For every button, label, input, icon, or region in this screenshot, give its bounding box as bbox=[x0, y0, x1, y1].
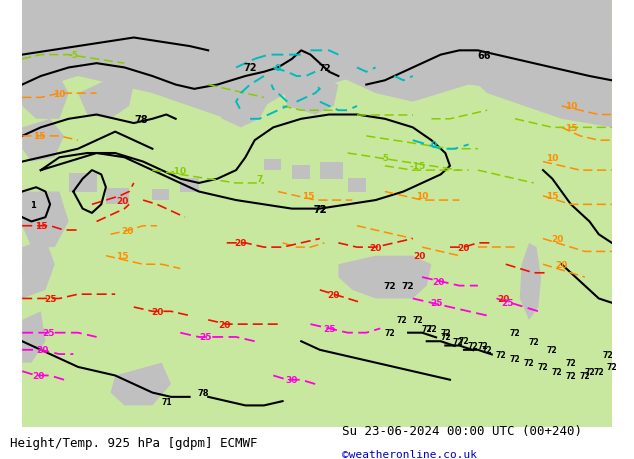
Text: 72: 72 bbox=[422, 324, 432, 333]
Text: 20: 20 bbox=[555, 260, 568, 269]
Text: 72: 72 bbox=[468, 341, 479, 350]
Text: 72: 72 bbox=[524, 358, 534, 367]
Text: 72: 72 bbox=[458, 336, 469, 346]
Text: 20: 20 bbox=[413, 252, 425, 261]
Text: 10: 10 bbox=[53, 90, 65, 98]
Text: 72: 72 bbox=[440, 332, 451, 341]
Text: 72: 72 bbox=[412, 316, 423, 325]
Text: 15: 15 bbox=[117, 252, 129, 261]
Text: 20: 20 bbox=[328, 290, 340, 299]
Text: 71: 71 bbox=[161, 397, 172, 406]
Text: 10: 10 bbox=[565, 102, 577, 111]
Text: 72: 72 bbox=[452, 337, 463, 346]
Text: 15: 15 bbox=[33, 132, 45, 141]
Text: 15: 15 bbox=[302, 192, 315, 201]
Text: 72: 72 bbox=[402, 281, 415, 291]
Text: 20: 20 bbox=[498, 294, 510, 303]
Text: 0: 0 bbox=[275, 64, 281, 73]
Text: 25: 25 bbox=[199, 333, 212, 341]
Text: 72: 72 bbox=[243, 63, 257, 73]
Text: 15: 15 bbox=[565, 123, 577, 133]
Text: 72: 72 bbox=[547, 346, 557, 354]
Text: 20: 20 bbox=[37, 346, 49, 354]
Text: 72: 72 bbox=[510, 354, 521, 363]
Text: Height/Temp. 925 hPa [gdpm] ECMWF: Height/Temp. 925 hPa [gdpm] ECMWF bbox=[10, 437, 257, 449]
Text: 72: 72 bbox=[396, 316, 407, 325]
Text: 1: 1 bbox=[30, 201, 36, 209]
Text: 72: 72 bbox=[603, 350, 614, 359]
Text: 20: 20 bbox=[33, 371, 45, 380]
Text: 72: 72 bbox=[552, 367, 562, 376]
Text: 20: 20 bbox=[235, 239, 247, 248]
Text: 72: 72 bbox=[584, 367, 595, 376]
Text: 25: 25 bbox=[44, 294, 56, 303]
Text: 25: 25 bbox=[430, 299, 443, 308]
Text: 72: 72 bbox=[482, 346, 493, 354]
Text: 20: 20 bbox=[151, 307, 163, 316]
Text: 72: 72 bbox=[313, 204, 327, 214]
Text: 72: 72 bbox=[593, 367, 604, 376]
Text: 72: 72 bbox=[528, 337, 539, 346]
Text: 25: 25 bbox=[42, 329, 55, 337]
Text: Su 23-06-2024 00:00 UTC (00+240): Su 23-06-2024 00:00 UTC (00+240) bbox=[342, 424, 583, 437]
Text: 20: 20 bbox=[117, 196, 129, 205]
Text: 7: 7 bbox=[256, 175, 262, 184]
Text: 20: 20 bbox=[457, 243, 469, 252]
Text: 72: 72 bbox=[538, 363, 548, 372]
Text: 72: 72 bbox=[566, 371, 576, 380]
Text: 20: 20 bbox=[370, 243, 382, 252]
Text: 66: 66 bbox=[477, 50, 491, 61]
Text: 72: 72 bbox=[607, 363, 617, 372]
Text: -5: -5 bbox=[68, 51, 79, 60]
Text: 78: 78 bbox=[198, 388, 209, 397]
Text: 20: 20 bbox=[121, 226, 134, 235]
Text: 72: 72 bbox=[510, 329, 521, 337]
Text: 72: 72 bbox=[579, 371, 590, 380]
Text: 72: 72 bbox=[426, 324, 437, 333]
Text: ©weatheronline.co.uk: ©weatheronline.co.uk bbox=[342, 449, 477, 459]
Text: 30: 30 bbox=[286, 375, 298, 384]
Text: 78: 78 bbox=[134, 115, 148, 124]
Text: 72: 72 bbox=[318, 64, 331, 73]
Text: 72: 72 bbox=[566, 358, 576, 367]
Text: -5: -5 bbox=[380, 153, 390, 162]
Text: 72: 72 bbox=[384, 329, 395, 337]
Text: 20: 20 bbox=[432, 277, 445, 286]
Text: 20: 20 bbox=[551, 235, 563, 244]
Text: -10: -10 bbox=[171, 166, 186, 175]
Text: 15: 15 bbox=[34, 222, 47, 231]
Text: 25: 25 bbox=[501, 299, 514, 308]
Text: -15: -15 bbox=[410, 162, 425, 171]
Text: 25: 25 bbox=[323, 324, 335, 333]
Text: 15: 15 bbox=[546, 192, 559, 201]
Text: 72: 72 bbox=[313, 204, 327, 214]
Text: 72: 72 bbox=[383, 281, 396, 291]
Text: 0: 0 bbox=[430, 140, 436, 150]
Text: 72: 72 bbox=[477, 341, 488, 350]
Text: 72: 72 bbox=[496, 350, 507, 359]
Text: 10: 10 bbox=[546, 153, 559, 162]
Text: 20: 20 bbox=[219, 320, 231, 329]
Text: 72: 72 bbox=[440, 329, 451, 337]
Text: 10: 10 bbox=[416, 192, 429, 201]
